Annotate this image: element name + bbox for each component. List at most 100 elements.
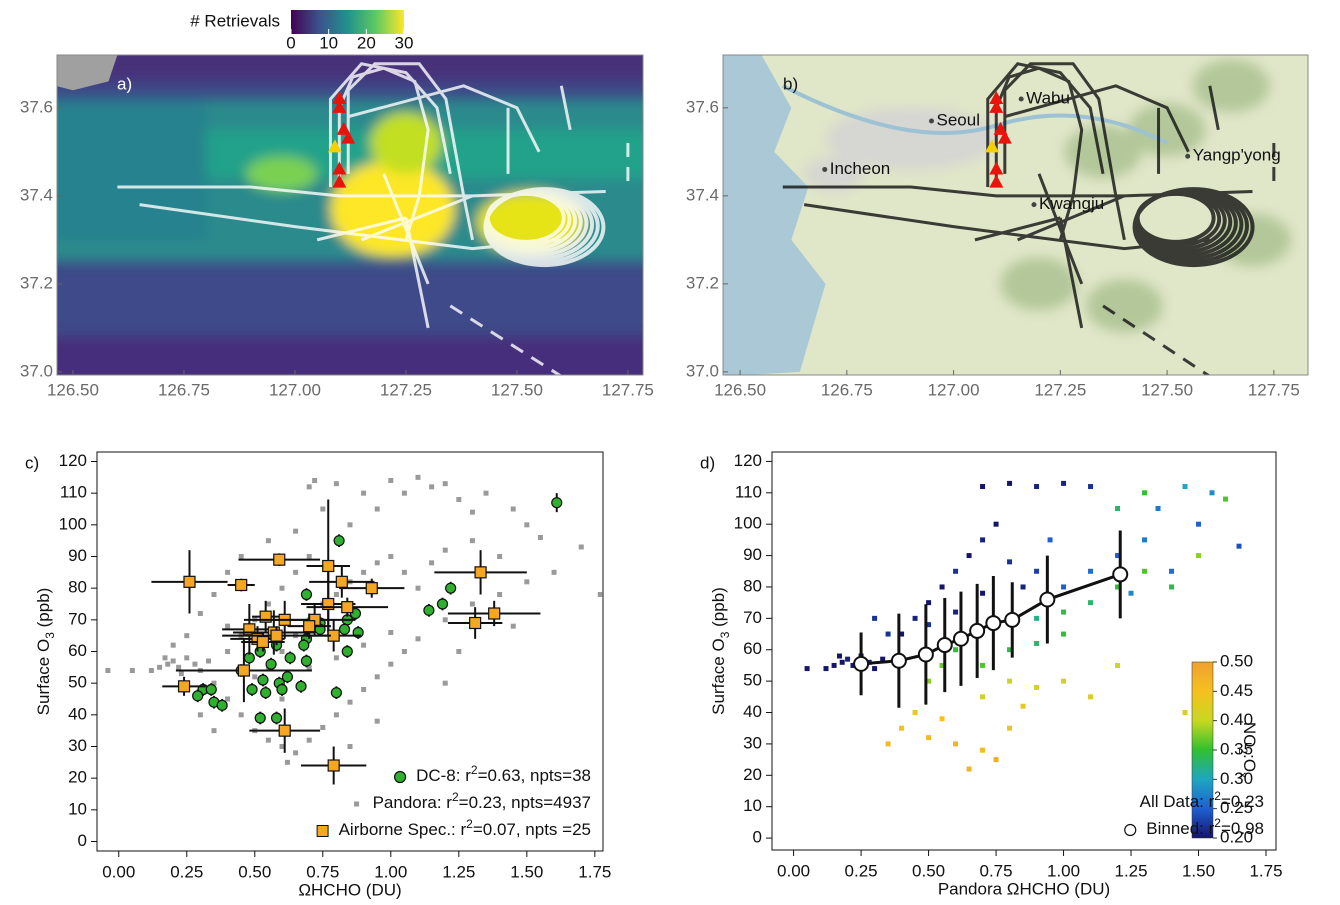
data-point bbox=[225, 623, 231, 629]
data-point bbox=[312, 478, 318, 483]
map-area bbox=[1000, 257, 1078, 311]
data-point bbox=[1236, 543, 1242, 549]
y-tick-label: 37.2 bbox=[20, 273, 53, 292]
data-point bbox=[1142, 537, 1148, 543]
data-point bbox=[912, 615, 918, 621]
data-point bbox=[306, 554, 312, 559]
data-point bbox=[953, 609, 959, 615]
place-name: Wabu bbox=[1026, 89, 1070, 108]
y-tick-label: 90 bbox=[68, 546, 87, 565]
data-point bbox=[341, 601, 354, 614]
colorbar-title: # Retrievals bbox=[190, 11, 280, 30]
data-point bbox=[853, 655, 870, 672]
data-point bbox=[300, 588, 313, 601]
data-point bbox=[872, 615, 878, 621]
data-point bbox=[225, 696, 231, 702]
data-point bbox=[184, 655, 190, 661]
map-area bbox=[723, 55, 1308, 375]
data-point bbox=[1196, 553, 1202, 559]
data-point bbox=[276, 683, 288, 696]
legend-entry: DC-8: r2=0.63, npts=38 bbox=[416, 763, 591, 785]
data-point bbox=[872, 666, 878, 672]
map-area bbox=[57, 336, 643, 375]
data-point bbox=[333, 535, 345, 547]
data-point bbox=[939, 662, 945, 668]
colorbar-title-part: x bbox=[1236, 772, 1250, 778]
data-point bbox=[436, 598, 449, 610]
panel-label: a) bbox=[117, 74, 132, 93]
data-point bbox=[165, 661, 171, 667]
y-tick-label: 40 bbox=[743, 702, 762, 721]
map-area bbox=[1128, 103, 1206, 157]
data-point bbox=[347, 699, 353, 705]
data-point bbox=[295, 680, 307, 692]
place-dot bbox=[929, 118, 935, 124]
flight-track bbox=[974, 216, 1061, 242]
legend-entry-part: Pandora: r bbox=[373, 793, 453, 812]
y-axis-label-part: 3 bbox=[43, 632, 57, 639]
legend-entry: Pandora: r2=0.23, npts=4937 bbox=[373, 790, 591, 812]
data-point bbox=[469, 601, 475, 607]
data-point bbox=[423, 604, 435, 616]
map-area bbox=[1085, 279, 1163, 333]
data-point bbox=[469, 538, 475, 544]
data-point bbox=[374, 506, 380, 512]
data-point bbox=[238, 554, 244, 559]
x-axis-label: Pandora ΩHCHO (DU) bbox=[938, 879, 1110, 898]
legend-entry: Binned: r2=0.98 bbox=[1146, 816, 1264, 838]
x-tick-label: 0.25 bbox=[170, 862, 203, 881]
colorbar bbox=[291, 10, 404, 34]
x-tick-label: 0.50 bbox=[912, 861, 945, 880]
legend-entry-part: All Data: r bbox=[1140, 792, 1215, 811]
data-point bbox=[469, 616, 482, 630]
colorbar-title: NO2:Ox bbox=[1236, 722, 1259, 778]
data-point bbox=[176, 664, 182, 670]
data-point bbox=[284, 759, 290, 765]
data-point bbox=[510, 506, 516, 512]
data-point bbox=[401, 649, 407, 654]
data-point bbox=[1196, 521, 1202, 527]
data-point bbox=[183, 575, 196, 588]
data-point bbox=[157, 664, 163, 670]
y-axis-label-part: (ppb) bbox=[709, 587, 728, 631]
flight-track bbox=[382, 173, 430, 285]
data-point bbox=[184, 633, 190, 639]
data-point bbox=[279, 585, 285, 591]
data-point bbox=[1061, 584, 1067, 590]
data-point bbox=[442, 680, 448, 686]
data-point bbox=[1020, 703, 1026, 709]
data-point bbox=[890, 652, 907, 669]
data-point bbox=[338, 623, 351, 635]
y-tick-label: 10 bbox=[743, 796, 762, 815]
colorbar-tick-label: 0.45 bbox=[1220, 681, 1253, 700]
y-tick-label: 50 bbox=[68, 673, 87, 692]
data-point bbox=[917, 646, 934, 663]
colorbar-tick-label: 0.40 bbox=[1220, 710, 1253, 729]
data-point bbox=[969, 622, 986, 639]
y-tick-label: 20 bbox=[68, 768, 87, 787]
x-tick-label: 0.00 bbox=[777, 861, 810, 880]
data-point bbox=[293, 750, 299, 756]
place-dot bbox=[1185, 153, 1191, 159]
data-point bbox=[1169, 584, 1175, 590]
data-point bbox=[1142, 568, 1148, 574]
legend-marker bbox=[1124, 823, 1137, 837]
site-marker bbox=[989, 91, 1004, 105]
colorbar-tick-label: 20 bbox=[357, 33, 376, 52]
data-point bbox=[238, 712, 244, 718]
x-tick-label: 127.00 bbox=[269, 380, 321, 399]
data-point bbox=[1088, 484, 1094, 490]
data-point bbox=[442, 547, 448, 553]
flight-tracks bbox=[117, 62, 630, 375]
data-point bbox=[260, 687, 272, 699]
colorbar-tick-label: 0.20 bbox=[1220, 827, 1253, 846]
data-point bbox=[273, 553, 286, 566]
legend-entry: Airborne Spec.: r2=0.07, npts =25 bbox=[339, 817, 591, 839]
x-tick-label: 127.50 bbox=[1141, 380, 1193, 399]
data-point bbox=[279, 649, 285, 654]
colorbar-tick-label: 0 bbox=[286, 33, 295, 52]
legend-entry-part: =0.23 bbox=[1221, 792, 1264, 811]
data-point bbox=[306, 484, 312, 490]
data-point bbox=[966, 766, 972, 772]
